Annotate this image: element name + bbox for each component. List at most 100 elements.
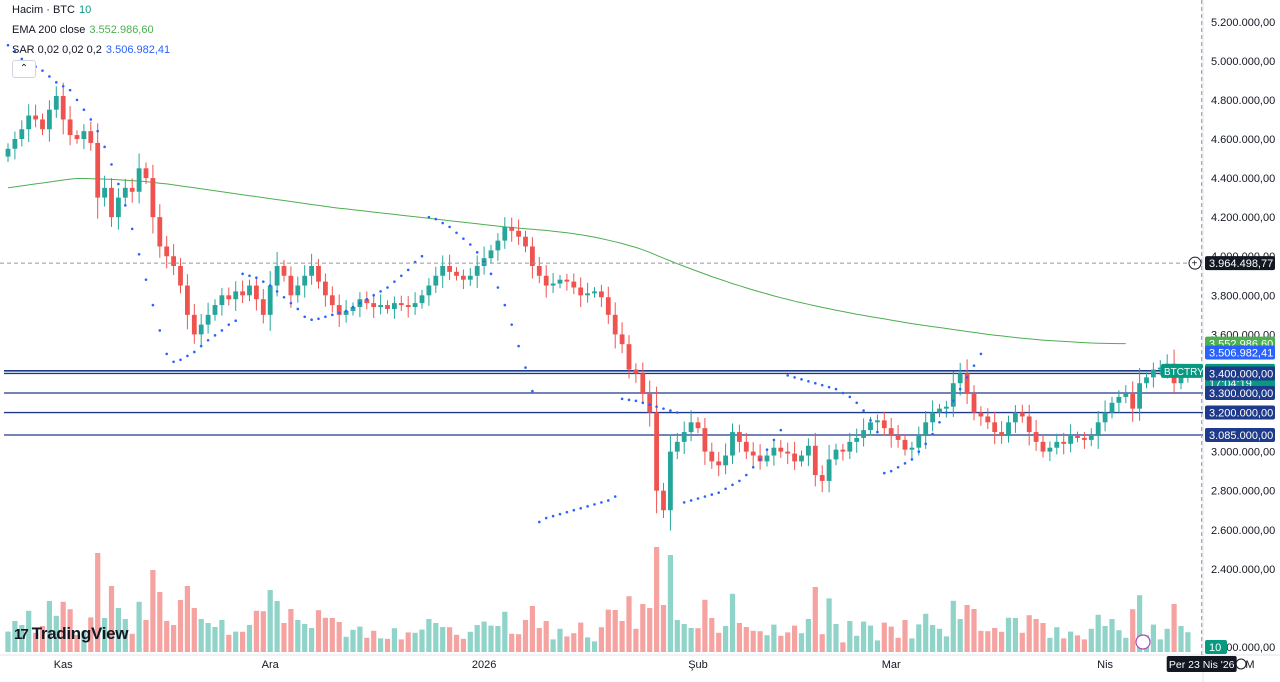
volume-bar: [453, 634, 460, 652]
volume-bar: [1005, 617, 1012, 652]
volume-bar: [1109, 619, 1115, 652]
horizontal-lines[interactable]: [4, 370, 1203, 436]
volume-bar: [398, 639, 404, 652]
sar-dot: [130, 227, 134, 231]
candle-body: [564, 279, 570, 282]
tradingview-logo-text: TradingView: [31, 624, 129, 643]
legend-sar[interactable]: SAR 0,02 0,02 0,2 3.506.982,41: [12, 40, 170, 60]
volume-bar: [481, 621, 487, 652]
sar-dot: [324, 315, 327, 319]
candle-body: [274, 266, 280, 286]
legend-ema[interactable]: EMA 200 close 3.552.986,60: [12, 20, 170, 40]
price-axis[interactable]: 5.200.000,00 5.000.000,00 4.800.000,00 4.60…: [1211, 17, 1275, 654]
candle-body: [536, 266, 542, 276]
volume-bar: [578, 622, 584, 652]
lightning-icon[interactable]: [1135, 634, 1151, 650]
candle-body: [854, 437, 860, 442]
price-tick-label: 5.000.000,00: [1211, 56, 1275, 68]
sar-dot: [262, 280, 265, 283]
volume-bar: [757, 631, 763, 652]
volume-bar: [1157, 639, 1163, 652]
candle-body: [971, 393, 977, 413]
volume-bar: [60, 601, 66, 652]
candle-body: [992, 422, 998, 433]
sar-dot: [910, 458, 914, 461]
sar-dot: [386, 286, 389, 289]
candle-body: [847, 441, 853, 452]
candle-body: [67, 119, 73, 136]
hline-price-badge-label: 3.300.000,00: [1209, 388, 1273, 400]
candle-body: [937, 408, 942, 413]
hline-price-badge-label: 3.085.000,00: [1209, 430, 1273, 442]
sar-dot: [703, 495, 707, 498]
candle-body: [944, 406, 949, 409]
candle-body: [909, 447, 915, 450]
sar-dot: [579, 506, 582, 510]
ema-line: [7, 178, 1126, 345]
candle-body: [316, 266, 321, 282]
candle-body: [171, 256, 176, 266]
sar-dot: [303, 315, 307, 319]
volume-bar: [115, 608, 121, 652]
candle-body: [785, 451, 791, 454]
candle-body: [647, 393, 653, 413]
time-tick-label: Mar: [882, 659, 901, 671]
volume-bar: [647, 608, 653, 652]
candle-body: [1013, 412, 1018, 423]
volume-bar: [833, 624, 839, 652]
candle-body: [516, 230, 521, 237]
candle-body: [964, 373, 970, 393]
time-tick-label: 2026: [472, 659, 496, 671]
legend-collapse-button[interactable]: ⌃: [12, 60, 36, 78]
volume-bar: [1054, 627, 1060, 652]
sar-dot: [627, 398, 631, 402]
volume-bar: [205, 623, 211, 652]
candle-body: [205, 314, 211, 325]
sar-dot: [565, 510, 569, 514]
candle-body: [157, 217, 163, 247]
candle-body: [1054, 441, 1060, 448]
sar-dot: [110, 163, 113, 166]
sar-dot: [544, 516, 548, 520]
price-tick-label: 3.800.000,00: [1211, 290, 1275, 302]
candle-body: [619, 334, 625, 345]
time-axis[interactable]: Kas Ara 2026 Şub Mar Nis Per 23 Nis '26 M: [54, 634, 1255, 672]
legend-ema-value: 3.552.986,60: [89, 24, 154, 36]
candle-body: [612, 314, 618, 335]
candle-body: [543, 275, 549, 286]
sar-dot: [96, 129, 99, 133]
volume-bar: [688, 628, 694, 652]
volume-bar: [633, 628, 639, 652]
candle-body: [19, 129, 25, 139]
sar-dot: [724, 487, 727, 491]
sar-dot: [613, 495, 617, 498]
tradingview-logo-icon: 17: [14, 626, 29, 643]
sar-dot: [510, 323, 513, 326]
candle-body: [626, 344, 632, 370]
settings-gear-icon[interactable]: [1235, 658, 1247, 670]
volume-bar: [626, 596, 632, 652]
volume-bar: [591, 641, 598, 652]
legend-volume[interactable]: Hacim · BTC 10: [12, 0, 170, 20]
candle-body: [730, 432, 735, 456]
volume-bar: [888, 626, 894, 652]
sar-dot: [48, 75, 51, 78]
volume-bar: [895, 637, 901, 652]
candle-body: [336, 305, 342, 315]
sar-dot: [406, 268, 410, 272]
sar-dot: [945, 411, 948, 414]
sar-dot: [738, 479, 741, 483]
volume-bar: [1026, 615, 1032, 652]
candle-body: [605, 297, 611, 315]
candle-body: [1061, 441, 1067, 444]
sar-dot: [427, 215, 431, 219]
plus-icon-glyph: +: [1192, 259, 1198, 270]
volume-bar: [1040, 623, 1046, 652]
candle-body: [136, 168, 142, 192]
sar-dot: [89, 118, 93, 121]
volume-bar: [26, 610, 32, 652]
candle-body: [1102, 412, 1108, 423]
crosshair-date-badge-bg: [1166, 656, 1237, 672]
sar-dot: [938, 421, 941, 424]
